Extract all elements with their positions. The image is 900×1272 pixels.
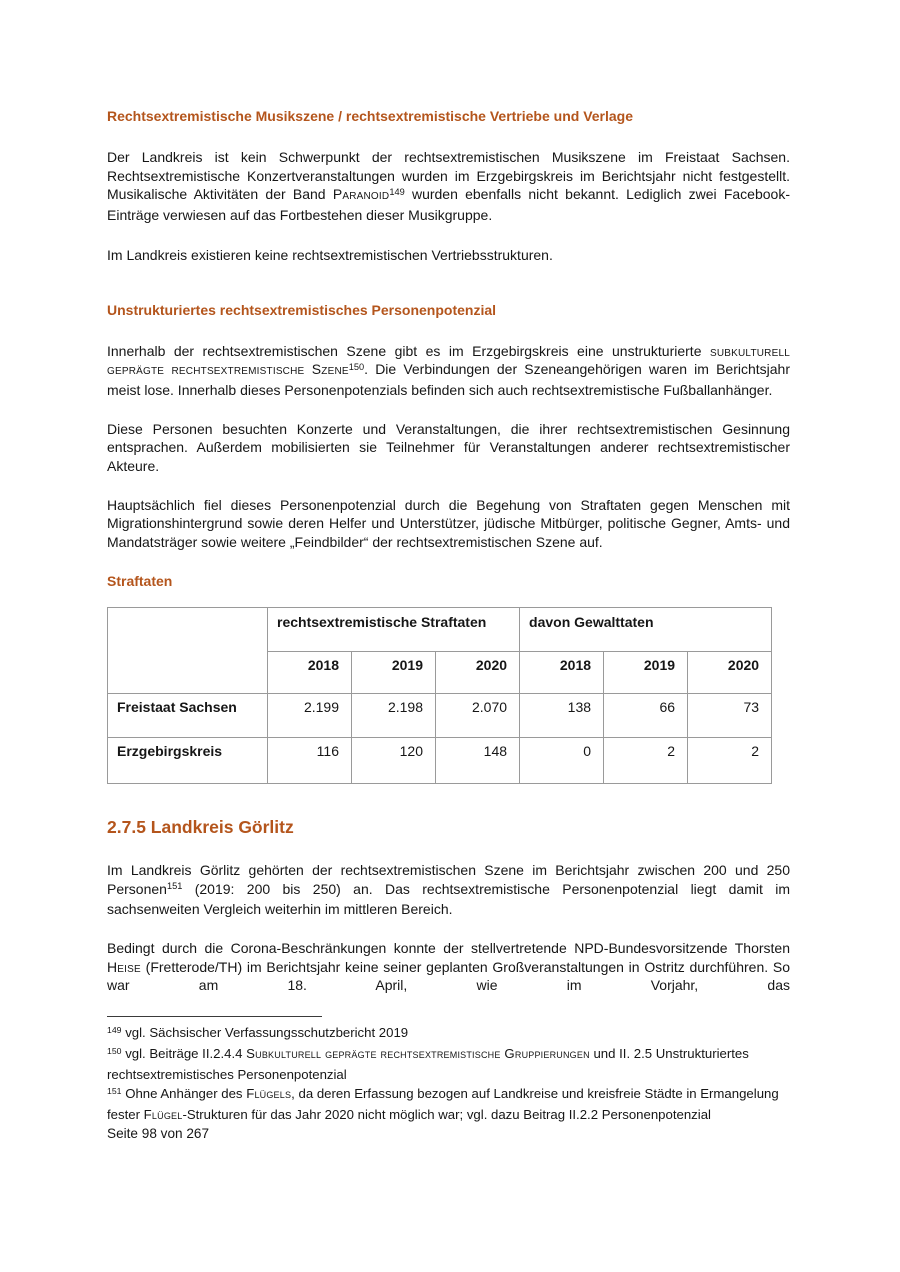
- heading-personenpotenzial: Unstrukturiertes rechtsextremistisches P…: [107, 301, 497, 318]
- table-group-header-row: rechtsextremistische Straftaten davon Ge…: [107, 606, 773, 694]
- paragraph-musikszene: Der Landkreis ist kein Schwerpunkt der r…: [107, 149, 790, 224]
- table-year-header: 2018: [519, 650, 605, 694]
- table-cell: 120: [351, 736, 436, 784]
- table-year-header: 2019: [603, 650, 689, 694]
- footnote-150: 150 vgl. Beiträge II.2.4.4 Subkulturell …: [107, 1046, 749, 1083]
- paragraph-personen: Diese Personen besuchten Konzerte und Ve…: [107, 420, 790, 475]
- footnote-151: 151 Ohne Anhänger des Flügels, da deren …: [107, 1086, 779, 1123]
- table-row-label: Freistaat Sachsen: [107, 692, 268, 738]
- table-cell: 0: [519, 736, 605, 784]
- table-cell: 2: [687, 736, 773, 784]
- paragraph-goerlitz-personen: Im Landkreis Görlitz gehörten der rechts…: [107, 861, 790, 918]
- table-cell: 2: [603, 736, 689, 784]
- table-cell: 138: [519, 692, 605, 738]
- table-cell: 116: [267, 736, 352, 784]
- table-year-header: 2020: [687, 650, 773, 694]
- table-row-erzgebirgskreis: Erzgebirgskreis 116 120 148 0 2 2: [107, 736, 773, 784]
- table-row-sachsen: Freistaat Sachsen 2.199 2.198 2.070 138 …: [107, 692, 773, 738]
- straftaten-table: rechtsextremistische Straftaten davon Ge…: [107, 606, 773, 784]
- heading-musikszene: Rechtsextremistische Musikszene / rechts…: [107, 108, 634, 124]
- heading-straftaten: Straftaten: [107, 572, 173, 589]
- table-year-header-row: 2018 2019 2020 2018 2019 2020: [108, 650, 773, 694]
- table-cell: 2.070: [434, 692, 521, 738]
- paragraph-szene: Innerhalb der rechtsextremistischen Szen…: [107, 342, 790, 398]
- footnote-separator: [107, 1016, 322, 1018]
- table-cell: 66: [603, 692, 689, 738]
- table-cell: 148: [434, 736, 521, 784]
- table-cell: 2.198: [351, 692, 436, 738]
- table-year-header: 2020: [434, 650, 521, 694]
- paragraph-straftaten-intro: Hauptsächlich fiel dieses Personenpotenz…: [107, 496, 790, 551]
- table-year-header: 2018: [267, 650, 352, 694]
- table-year-header: 2019: [351, 650, 436, 694]
- paragraph-vertriebsstrukturen: Im Landkreis existieren keine rechtsextr…: [107, 246, 553, 263]
- table-corner-cell: [107, 606, 268, 694]
- footnote-149: 149 vgl. Sächsischer Verfassungsschutzbe…: [107, 1025, 409, 1041]
- footnote-block: 149 vgl. Sächsischer Verfassungsschutzbe…: [107, 1023, 790, 1143]
- table-cell: 73: [687, 692, 773, 738]
- paragraph-goerlitz-corona: Bedingt durch die Corona-Beschränkungen …: [107, 939, 790, 994]
- table-group-gewalttaten: davon Gewalttaten: [519, 606, 773, 652]
- table-cell: 2.199: [267, 692, 352, 738]
- table-row-label: Erzgebirgskreis: [107, 736, 268, 784]
- page-number: Seite 98 von 267: [107, 1126, 210, 1142]
- heading-landkreis-goerlitz: 2.7.5 Landkreis Görlitz: [107, 816, 294, 837]
- table-group-straftaten: rechtsextremistische Straftaten: [266, 606, 521, 652]
